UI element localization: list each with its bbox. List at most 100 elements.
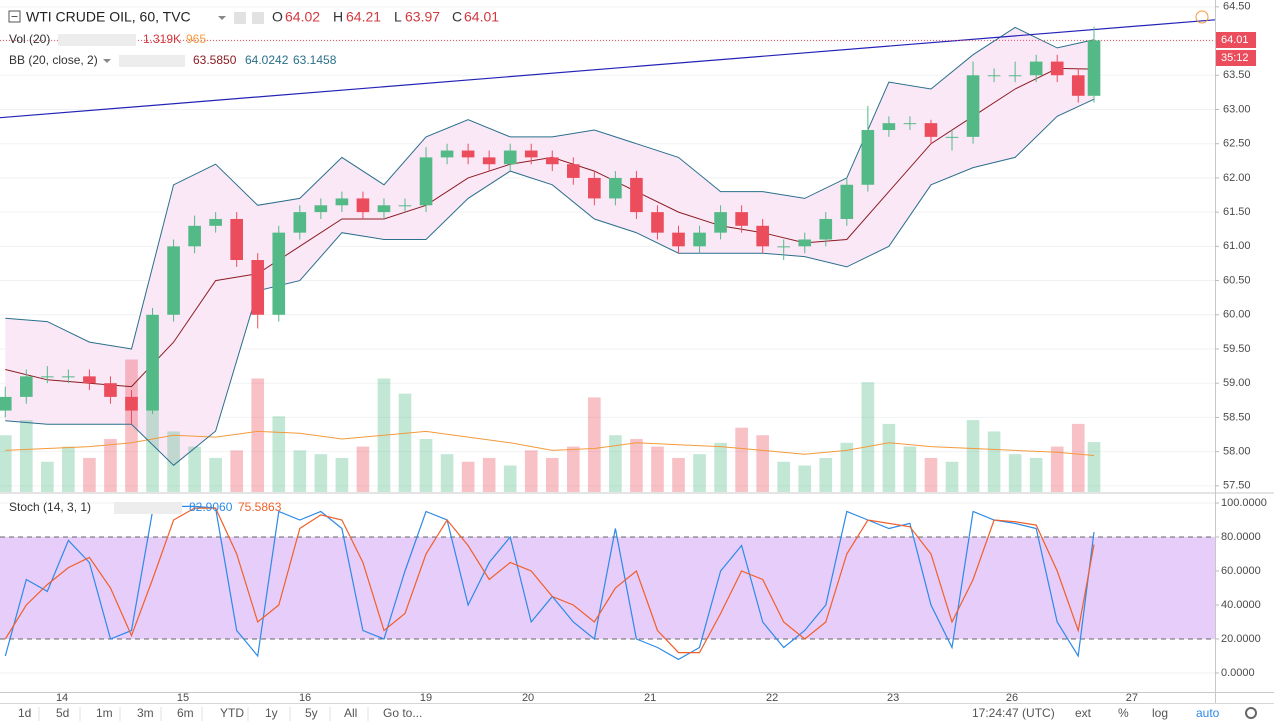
open-value: 64.02 — [285, 9, 320, 25]
y-tick-label: 64.50 — [1223, 1, 1251, 13]
candle-body — [693, 232, 706, 247]
candle-body — [398, 205, 412, 207]
option-button[interactable]: auto — [1196, 706, 1220, 720]
y-tick-label: 62.00 — [1223, 172, 1251, 184]
volume-bar — [482, 457, 496, 492]
high-label: H — [333, 9, 343, 25]
bb-band — [5, 27, 1095, 466]
candle-body — [209, 218, 222, 226]
volume-bar — [945, 461, 959, 492]
candle-body — [756, 225, 769, 247]
bb-dropdown[interactable] — [103, 59, 111, 63]
y-tick-label: 57.50 — [1223, 480, 1251, 492]
y-tick-label: 60.00 — [1223, 309, 1251, 321]
settings-gear[interactable] — [1245, 707, 1257, 719]
candle-body — [440, 150, 454, 158]
goto-button[interactable]: Go to... — [383, 706, 422, 720]
volume-bar — [819, 457, 833, 492]
volume-bar — [209, 457, 222, 492]
volume-bar — [167, 431, 180, 492]
volume-bar — [272, 416, 286, 492]
candle-body — [62, 376, 75, 378]
candle-body — [188, 225, 201, 247]
volume-icons[interactable] — [58, 34, 136, 46]
volume-bar — [19, 420, 33, 492]
bb-legend: BB (20, close, 2) — [9, 53, 98, 67]
range-button[interactable]: All — [344, 706, 357, 720]
y-tick-label: 20.0000 — [1221, 633, 1261, 645]
option-button[interactable]: log — [1152, 706, 1168, 720]
bb-icons[interactable] — [119, 55, 185, 67]
range-button[interactable]: 5y — [305, 706, 318, 720]
close-value: 64.01 — [464, 9, 499, 25]
volume-bar — [861, 382, 875, 492]
volume-bar — [62, 446, 75, 492]
candle-body — [861, 130, 875, 185]
volume-bar — [840, 442, 854, 492]
x-tick-label: 15 — [177, 692, 189, 704]
candle-body — [104, 383, 117, 397]
candle-body — [609, 177, 622, 199]
volume-bar — [356, 446, 370, 492]
alert-icon[interactable] — [1195, 10, 1209, 24]
volume-bar — [777, 461, 791, 492]
volume-bar — [419, 439, 433, 492]
eye-icon[interactable] — [234, 12, 246, 24]
candle-body — [19, 376, 33, 397]
candle-body — [419, 157, 433, 206]
volume-bar — [609, 435, 622, 492]
candle-body — [0, 396, 12, 411]
candle-body — [230, 218, 243, 261]
collapse-icon[interactable] — [8, 10, 21, 23]
candle-body — [672, 232, 685, 247]
candle-body — [651, 212, 664, 233]
y-tick-label: 63.50 — [1223, 69, 1251, 81]
candle-body — [903, 123, 917, 125]
volume-bar — [104, 439, 117, 492]
candle-body — [356, 198, 370, 213]
volume-bar — [798, 465, 812, 492]
dropdown-arrow[interactable] — [218, 16, 226, 20]
settings-icon[interactable] — [252, 12, 264, 24]
volume-bar — [630, 439, 643, 492]
candle-body — [83, 376, 96, 384]
range-button[interactable]: 5d — [56, 706, 69, 720]
bottom-toolbar: 1d 5d 1m 3m 6m YTD 1y 5y All Go to... 17:24:47 (UT… — [18, 706, 1257, 721]
option-button[interactable]: ext — [1075, 706, 1092, 720]
range-button[interactable]: YTD — [220, 706, 244, 720]
bb-lower-value: 63.1458 — [293, 53, 337, 67]
range-button[interactable]: 1y — [265, 706, 278, 720]
candle-body — [545, 157, 559, 165]
candle-body — [567, 164, 580, 178]
volume-bar — [966, 420, 980, 492]
y-tick-label: 61.50 — [1223, 206, 1251, 218]
candle-body — [840, 184, 854, 219]
candle-body — [251, 260, 265, 315]
range-button[interactable]: 1m — [96, 706, 113, 720]
bb-upper-value: 64.0242 — [245, 53, 289, 67]
x-tick-label: 23 — [887, 692, 899, 704]
candle-body — [482, 157, 496, 165]
stoch-icons[interactable] — [114, 502, 182, 514]
x-tick-label: 19 — [420, 692, 432, 704]
volume-bar — [882, 423, 896, 492]
candle-body — [882, 123, 896, 131]
volume-bar — [1087, 442, 1101, 492]
range-button[interactable]: 3m — [137, 706, 154, 720]
plot-layer — [0, 19, 1216, 661]
option-button[interactable]: % — [1118, 706, 1129, 720]
x-tick-label: 27 — [1126, 692, 1138, 704]
bb-middle-value: 63.5850 — [193, 53, 237, 67]
candle-body — [167, 246, 180, 315]
range-button[interactable]: 6m — [177, 706, 194, 720]
y-tick-label: 59.50 — [1223, 343, 1251, 355]
symbol-title: WTI CRUDE OIL, 60, TVC — [26, 9, 191, 25]
trend-line — [0, 19, 1216, 119]
low-label: L — [394, 9, 402, 25]
stoch-d-value: 75.5863 — [238, 500, 282, 514]
clock: 17:24:47 (UTC) — [972, 706, 1055, 720]
range-button[interactable]: 1d — [18, 706, 31, 720]
volume-bar — [693, 454, 706, 492]
candle-body — [314, 205, 328, 213]
